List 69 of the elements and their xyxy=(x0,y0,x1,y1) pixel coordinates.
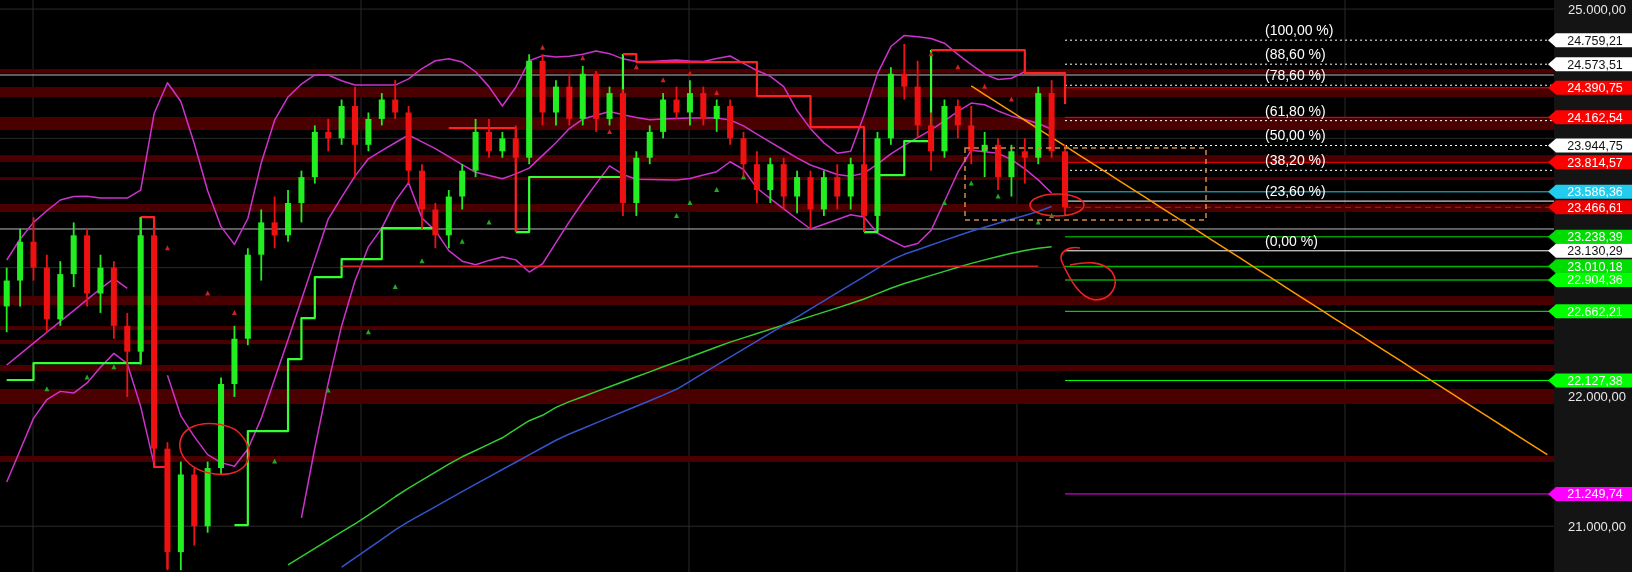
point xyxy=(419,258,425,264)
annotation: (100,00 %) xyxy=(1265,22,1334,39)
ref-line-label: 23.466,61 xyxy=(1567,200,1623,215)
point xyxy=(365,329,371,335)
point xyxy=(486,219,492,225)
candlestick xyxy=(713,98,720,133)
ref-line-label: 23.130,29 xyxy=(1567,244,1623,259)
point xyxy=(982,83,988,89)
candlestick xyxy=(686,79,693,127)
ref-line-label: 22.662,21 xyxy=(1567,304,1623,319)
ref-line-label: 23.944,75 xyxy=(1567,138,1623,153)
annotation: (88,60 %) xyxy=(1265,46,1326,63)
candlestick xyxy=(1021,137,1028,185)
candlestick xyxy=(901,43,908,101)
annotation: (50,00 %) xyxy=(1265,127,1326,144)
point xyxy=(1008,96,1014,102)
point xyxy=(111,364,117,370)
point xyxy=(687,70,693,76)
point xyxy=(941,199,947,205)
candlestick xyxy=(485,118,492,159)
point xyxy=(84,374,90,380)
candlestick xyxy=(794,169,801,215)
ref-line-label: 24.390,75 xyxy=(1567,81,1623,96)
point xyxy=(231,309,237,315)
ref-line-label: 24.162,54 xyxy=(1567,110,1623,125)
candlestick xyxy=(673,85,680,120)
point xyxy=(164,245,170,251)
point xyxy=(392,284,398,290)
line-series xyxy=(340,205,1053,568)
point xyxy=(968,180,974,186)
ref-line-label: 21.249,74 xyxy=(1567,487,1623,502)
point xyxy=(540,44,546,50)
y-tick-label: 25.000,00 xyxy=(1568,1,1626,17)
annotation: (78,60 %) xyxy=(1265,67,1326,84)
point xyxy=(272,458,278,464)
point xyxy=(687,199,693,205)
candlestick xyxy=(834,163,841,211)
line-series xyxy=(5,34,1026,261)
candlestick xyxy=(325,118,332,153)
ref-line-label: 23.010,18 xyxy=(1567,259,1623,274)
point xyxy=(714,90,720,96)
point xyxy=(714,187,720,193)
candlestick xyxy=(378,92,385,127)
ref-line-label: 23.238,39 xyxy=(1567,230,1623,245)
point xyxy=(607,128,613,134)
candlestick xyxy=(512,124,519,166)
ref-line-label: 22.127,38 xyxy=(1567,373,1623,388)
annotation: (61,80 %) xyxy=(1265,102,1326,119)
candlestick xyxy=(392,79,399,120)
point xyxy=(928,51,934,57)
point xyxy=(660,77,666,83)
ref-line-label: 23.814,57 xyxy=(1567,155,1623,170)
line-series xyxy=(287,246,1053,566)
point xyxy=(995,193,1001,199)
annotation: (0,00 %) xyxy=(1265,232,1318,249)
point xyxy=(674,212,680,218)
point xyxy=(459,238,465,244)
annotation: (38,20 %) xyxy=(1265,152,1326,169)
ref-line-label: 23.586,36 xyxy=(1567,185,1623,200)
candlestick xyxy=(271,195,278,250)
y-tick-label: 21.000,00 xyxy=(1568,518,1626,534)
line-series xyxy=(970,85,1549,456)
point xyxy=(44,386,50,392)
candlestick xyxy=(499,130,506,159)
y-tick-label: 22.000,00 xyxy=(1568,389,1626,405)
ref-line-label: 22.904,36 xyxy=(1567,273,1623,288)
candlestick xyxy=(954,98,961,140)
ref-line-label: 24.759,21 xyxy=(1567,33,1623,48)
ref-line-label: 24.573,51 xyxy=(1567,57,1623,72)
